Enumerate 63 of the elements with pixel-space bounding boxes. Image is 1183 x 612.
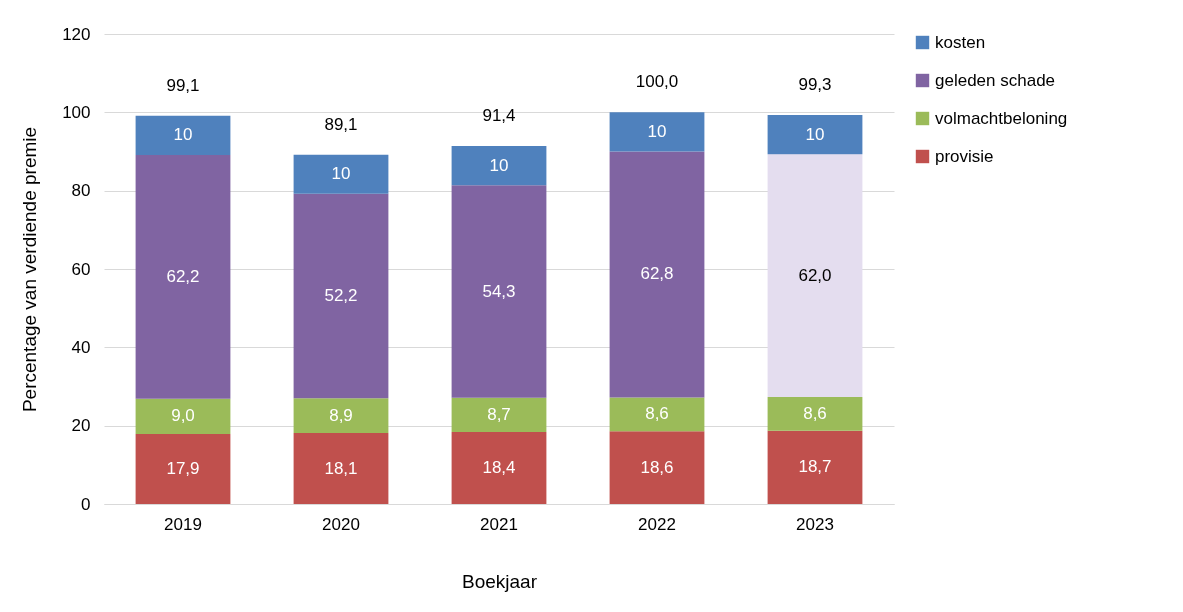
bar — [767, 397, 863, 431]
legend-label: kosten — [935, 32, 986, 52]
bar — [293, 154, 389, 194]
x-tick-label: 2022 — [638, 514, 676, 534]
bar — [135, 433, 231, 504]
y-tick-label: 0 — [81, 494, 91, 514]
bar — [135, 115, 231, 156]
data-label: 9,0 — [171, 406, 195, 426]
bar — [293, 433, 389, 504]
total-label: 100,0 — [635, 72, 679, 92]
data-label: 10 — [331, 164, 351, 184]
data-label: 8,9 — [329, 405, 353, 425]
data-label: 18,1 — [324, 458, 358, 478]
total-label: 91,4 — [482, 106, 516, 126]
data-label: 18,7 — [798, 457, 832, 477]
bar — [451, 431, 547, 504]
data-label: 10 — [173, 125, 193, 145]
bar — [767, 115, 863, 155]
y-tick-label: 60 — [71, 259, 91, 279]
data-label: 8,6 — [645, 404, 669, 424]
x-tick-label: 2020 — [322, 514, 360, 534]
data-label: 62,2 — [166, 266, 200, 286]
data-label: 10 — [805, 124, 825, 144]
y-tick-label: 20 — [71, 416, 91, 436]
bar — [767, 430, 863, 504]
data-label: 62,8 — [640, 264, 674, 284]
data-label: 8,7 — [487, 404, 511, 424]
data-label: 52,2 — [324, 286, 358, 306]
x-axis-title: Boekjaar — [462, 570, 538, 592]
data-label: 18,4 — [482, 457, 516, 477]
bar — [609, 431, 705, 504]
data-label: 18,6 — [640, 457, 674, 477]
total-label: 89,1 — [324, 114, 358, 134]
bar — [451, 185, 547, 398]
data-label: 8,6 — [803, 403, 827, 423]
bar — [135, 398, 231, 434]
legend-label: geleden schade — [935, 70, 1056, 90]
bar — [609, 397, 705, 432]
y-tick-label: 120 — [62, 24, 91, 44]
data-label: 10 — [489, 155, 509, 175]
total-label: 99,3 — [798, 75, 832, 95]
bar — [767, 154, 863, 398]
y-axis-title: Percentage van verdiende premie — [19, 126, 41, 413]
bar — [451, 397, 547, 432]
bar — [293, 193, 389, 399]
bar — [609, 112, 705, 152]
y-tick-label: 100 — [62, 102, 91, 122]
x-tick-label: 2023 — [796, 514, 834, 534]
y-tick-label: 40 — [71, 337, 91, 357]
x-tick-label: 2019 — [164, 514, 202, 534]
data-label: 10 — [647, 121, 667, 141]
bar — [135, 155, 231, 399]
x-tick-label: 2021 — [480, 514, 518, 534]
data-label: 62,0 — [798, 265, 832, 285]
y-tick-label: 80 — [71, 181, 91, 201]
legend-label: provisie — [935, 146, 994, 166]
bar — [293, 398, 389, 434]
total-label: 99,1 — [166, 75, 200, 95]
bar — [451, 146, 547, 186]
legend-label: volmachtbeloning — [935, 108, 1068, 128]
data-label: 54,3 — [482, 281, 516, 301]
data-label: 17,9 — [166, 458, 200, 478]
bar — [609, 151, 705, 398]
